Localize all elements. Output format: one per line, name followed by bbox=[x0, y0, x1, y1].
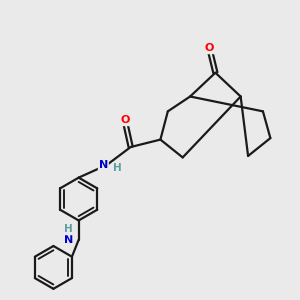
Text: H: H bbox=[113, 163, 122, 173]
Text: O: O bbox=[205, 44, 214, 53]
Text: N: N bbox=[64, 235, 73, 245]
Text: O: O bbox=[120, 115, 129, 125]
Text: H: H bbox=[64, 224, 73, 234]
Text: N: N bbox=[99, 160, 108, 170]
